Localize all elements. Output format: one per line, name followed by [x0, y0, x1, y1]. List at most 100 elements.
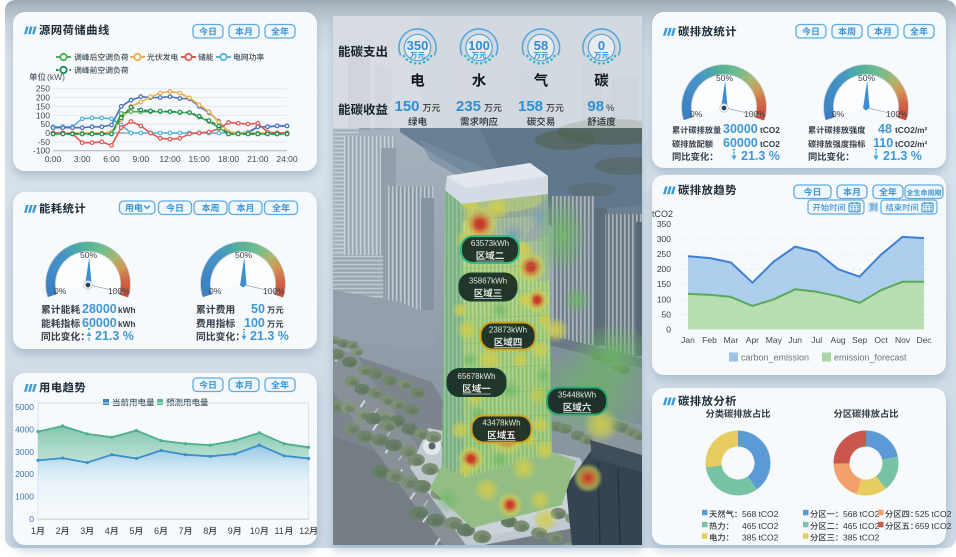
svg-text:carbon_emission: carbon_emission: [741, 353, 809, 363]
svg-text:2000: 2000: [15, 469, 34, 479]
svg-text:100: 100: [657, 294, 671, 304]
svg-text:98: 98: [587, 98, 604, 115]
svg-text:659 tCO2: 659 tCO2: [915, 521, 952, 531]
svg-text:100: 100: [468, 38, 490, 53]
svg-text:235: 235: [456, 98, 481, 115]
svg-text:568 tCO2: 568 tCO2: [742, 509, 779, 519]
svg-text:50%: 50%: [716, 73, 733, 83]
svg-text:21:00: 21:00: [247, 154, 269, 164]
svg-text:18:00: 18:00: [218, 154, 240, 164]
svg-text:12:00: 12:00: [159, 154, 181, 164]
svg-text:100%: 100%: [108, 286, 130, 296]
svg-text:emission_forecast: emission_forecast: [834, 353, 907, 363]
svg-text:tCO2: tCO2: [652, 209, 673, 219]
svg-text:100%: 100%: [263, 286, 285, 296]
svg-text:21.3 %: 21.3 %: [250, 329, 289, 343]
svg-text:525 tCO2: 525 tCO2: [915, 509, 952, 519]
svg-text:24:00: 24:00: [276, 154, 298, 164]
svg-text:3:00: 3:00: [74, 154, 91, 164]
svg-text:-100: -100: [33, 146, 50, 156]
svg-text:(kW): (kW): [47, 72, 65, 82]
svg-text:%: %: [606, 103, 614, 113]
svg-text:150: 150: [36, 101, 50, 111]
svg-text:5000: 5000: [15, 402, 34, 412]
svg-text:6: 6: [154, 526, 159, 536]
svg-text:21.3 %: 21.3 %: [741, 149, 780, 163]
svg-text:35867kWh: 35867kWh: [469, 277, 507, 286]
svg-text:100%: 100%: [886, 109, 908, 119]
svg-text:1000: 1000: [15, 492, 34, 502]
svg-text:0%: 0%: [832, 109, 845, 119]
svg-text:tCO2/m²: tCO2/m²: [895, 139, 928, 149]
svg-text:0: 0: [598, 38, 605, 53]
svg-text:tCO2: tCO2: [760, 139, 780, 149]
svg-text:100: 100: [244, 316, 265, 330]
svg-text:kWh: kWh: [118, 319, 136, 329]
svg-text:50%: 50%: [235, 250, 252, 260]
svg-text:385 tCO2: 385 tCO2: [742, 533, 779, 543]
svg-text:50%: 50%: [80, 250, 97, 260]
svg-text:tCO2/m²: tCO2/m²: [895, 125, 928, 135]
svg-text:50: 50: [251, 302, 265, 316]
svg-text:35448kWh: 35448kWh: [558, 391, 596, 400]
svg-text:150: 150: [395, 98, 420, 115]
svg-text:65678kWh: 65678kWh: [457, 372, 495, 381]
svg-text:250: 250: [36, 84, 50, 94]
svg-text:9:00: 9:00: [133, 154, 150, 164]
svg-text:200: 200: [657, 264, 671, 274]
svg-text:568 tCO2: 568 tCO2: [843, 509, 880, 519]
svg-text:63573kWh: 63573kWh: [471, 239, 509, 248]
svg-text:385 tCO2: 385 tCO2: [843, 533, 880, 543]
svg-text:200: 200: [36, 93, 50, 103]
svg-text:Jun: Jun: [788, 335, 802, 345]
svg-text:5: 5: [129, 526, 134, 536]
svg-text:Jan: Jan: [681, 335, 695, 345]
svg-text:9: 9: [228, 526, 233, 536]
svg-text:Sep: Sep: [852, 335, 867, 345]
svg-text:28000: 28000: [82, 302, 117, 316]
svg-text:Aug: Aug: [831, 335, 846, 345]
svg-text:Dec: Dec: [916, 335, 932, 345]
svg-text:Oct: Oct: [874, 335, 888, 345]
svg-text:250: 250: [657, 249, 671, 259]
svg-text:58: 58: [534, 38, 548, 53]
svg-text:300: 300: [657, 234, 671, 244]
svg-text:11: 11: [275, 526, 284, 536]
svg-text:2: 2: [56, 526, 61, 536]
svg-text:60000: 60000: [82, 316, 117, 330]
svg-text:7: 7: [179, 526, 184, 536]
svg-text:1: 1: [31, 526, 36, 536]
svg-text:21.3 %: 21.3 %: [95, 329, 134, 343]
svg-text:465 tCO2: 465 tCO2: [742, 521, 779, 531]
svg-text:0: 0: [29, 514, 34, 524]
svg-text:100: 100: [36, 110, 50, 120]
svg-text:6:00: 6:00: [103, 154, 120, 164]
svg-text:350: 350: [407, 38, 429, 53]
svg-text:Apr: Apr: [746, 335, 759, 345]
svg-text:kWh: kWh: [118, 305, 136, 315]
svg-text:Jul: Jul: [811, 335, 822, 345]
svg-text:60000: 60000: [723, 136, 758, 150]
svg-text:4: 4: [105, 526, 110, 536]
svg-text:-50: -50: [38, 137, 51, 147]
svg-text:50: 50: [41, 119, 51, 129]
svg-text:tCO2: tCO2: [760, 125, 780, 135]
svg-text:150: 150: [657, 279, 671, 289]
svg-text:Mar: Mar: [724, 335, 739, 345]
svg-text:0%: 0%: [690, 109, 703, 119]
svg-text:30000: 30000: [723, 122, 758, 136]
svg-text:21.3 %: 21.3 %: [883, 149, 922, 163]
svg-text:8: 8: [203, 526, 208, 536]
svg-text:50: 50: [662, 309, 672, 319]
svg-text:3000: 3000: [15, 447, 34, 457]
svg-text:0: 0: [666, 324, 671, 334]
svg-text:0:00: 0:00: [45, 154, 62, 164]
svg-text:23873kWh: 23873kWh: [489, 326, 527, 335]
svg-text:3: 3: [80, 526, 85, 536]
svg-text:350: 350: [657, 219, 671, 229]
svg-text:May: May: [766, 335, 783, 345]
svg-text:Feb: Feb: [702, 335, 717, 345]
svg-text:15:00: 15:00: [189, 154, 211, 164]
svg-text:110: 110: [873, 136, 893, 150]
svg-text:0: 0: [45, 128, 50, 138]
